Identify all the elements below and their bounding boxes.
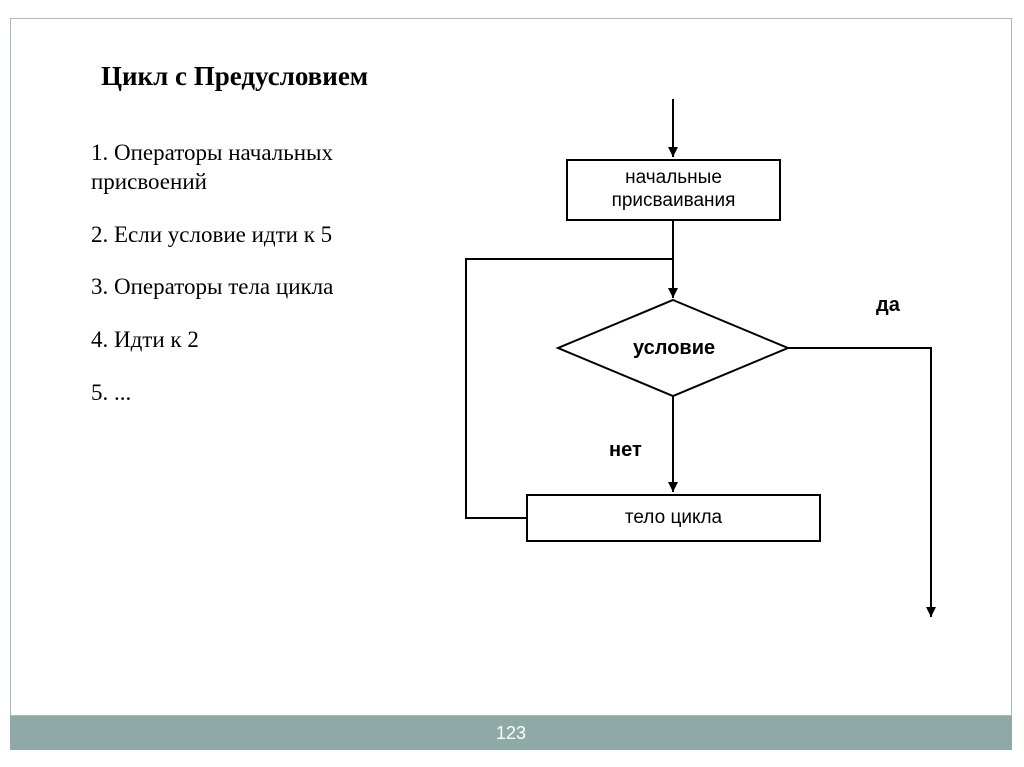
flowchart: начальные присваивания условие тело цикл…: [431, 99, 966, 629]
node-body: тело цикла: [526, 494, 821, 542]
node-cond-label: условие: [633, 337, 715, 360]
node-init-line2: присваивания: [612, 190, 736, 211]
step-3: 3. Операторы тела цикла: [91, 273, 411, 302]
step-4: 4. Идти к 2: [91, 326, 411, 355]
edge-label-no: нет: [609, 439, 642, 462]
step-2: 2. Если условие идти к 5: [91, 221, 411, 250]
node-body-label: тело цикла: [625, 507, 722, 529]
step-5: 5. ...: [91, 379, 411, 408]
step-1: 1. Операторы начальных присвоений: [91, 139, 411, 197]
page-number: 123: [496, 723, 526, 744]
steps-list: 1. Операторы начальных присвоений 2. Есл…: [91, 139, 411, 432]
edge-label-yes: да: [876, 294, 900, 317]
node-init-line1: начальные: [625, 167, 722, 188]
slide-frame: Цикл с Предусловием 1. Операторы начальн…: [10, 18, 1012, 716]
node-init: начальные присваивания: [566, 159, 781, 221]
footer-bar: 123: [10, 716, 1012, 750]
slide-title: Цикл с Предусловием: [101, 61, 368, 92]
